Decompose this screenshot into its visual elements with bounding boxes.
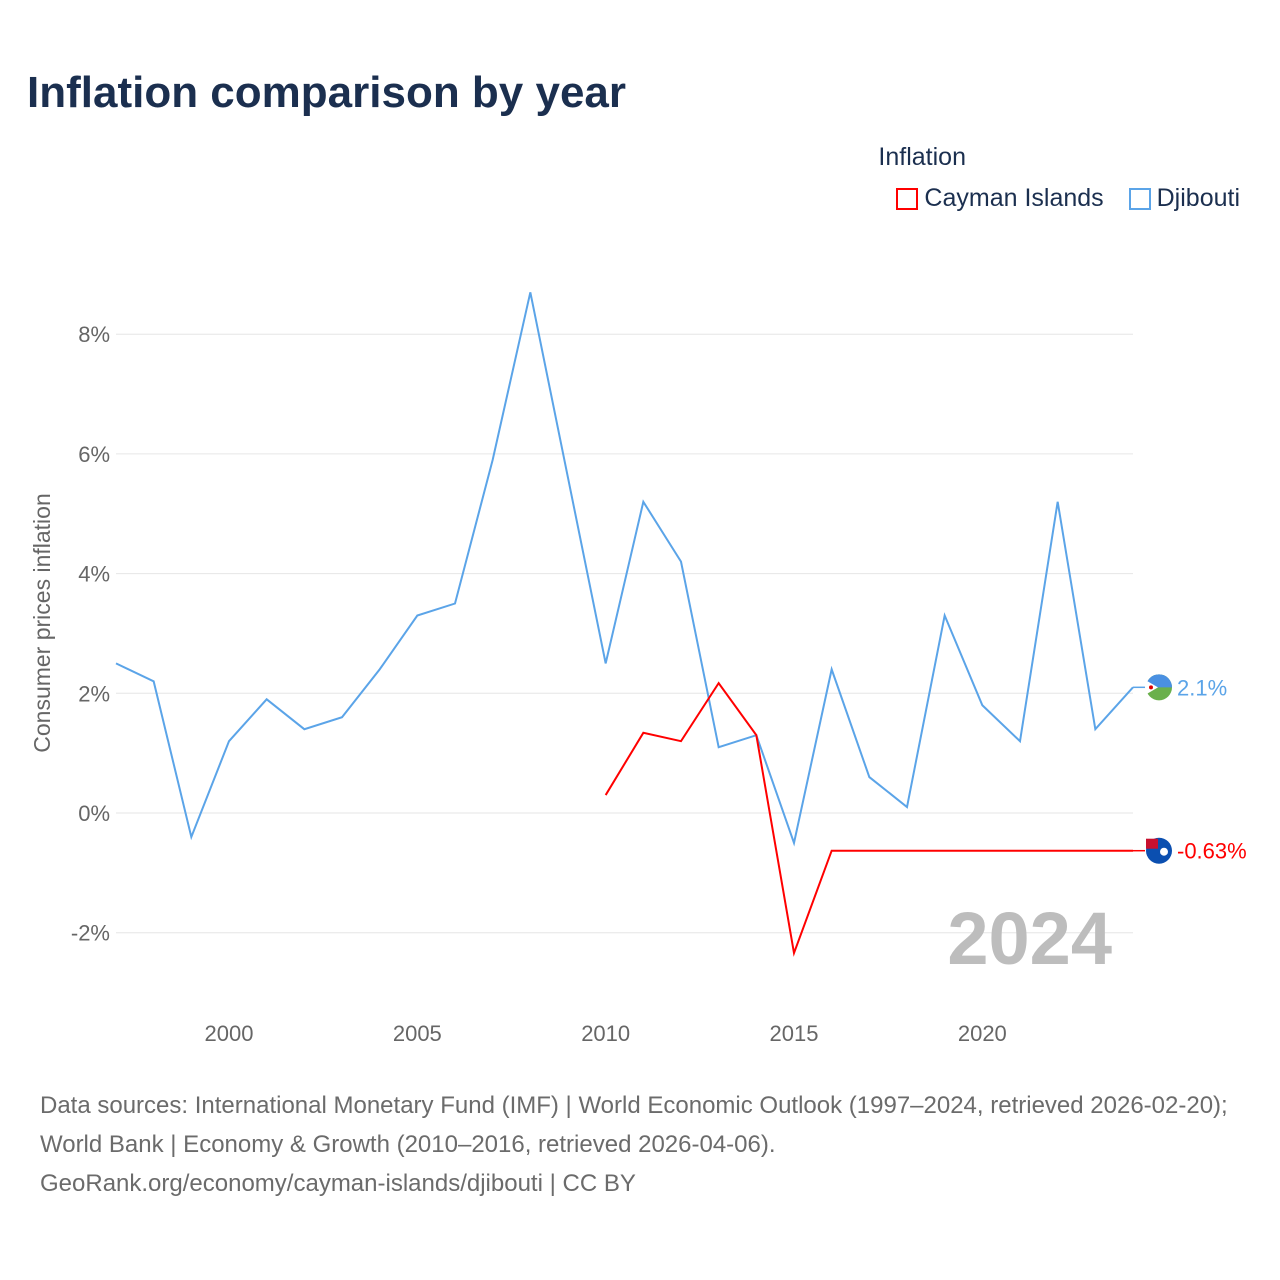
y-tick-label: 8% xyxy=(78,322,110,347)
y-tick-label: 2% xyxy=(78,681,110,706)
legend: Inflation Cayman Islands Djibouti xyxy=(878,143,1240,217)
x-tick-label: 2020 xyxy=(958,1021,1007,1046)
y-tick-label: 6% xyxy=(78,442,110,467)
end-value-label: -0.63% xyxy=(1177,839,1247,864)
legend-item-djibouti[interactable]: Djibouti xyxy=(1128,184,1240,213)
legend-label: Cayman Islands xyxy=(924,184,1104,212)
x-tick-label: 2010 xyxy=(581,1021,630,1046)
y-axis-title: Consumer prices inflation xyxy=(29,493,55,753)
series-line-cayman-islands xyxy=(604,681,1133,957)
source-url[interactable]: GeoRank.org/economy/cayman-islands/djibo… xyxy=(40,1170,636,1197)
flag-part xyxy=(1146,674,1172,688)
legend-item-cayman[interactable]: Cayman Islands xyxy=(896,184,1104,213)
x-tick-label: 2000 xyxy=(205,1021,254,1046)
y-tick-label: 4% xyxy=(78,562,110,587)
source-note: Data sources: International Monetary Fun… xyxy=(40,1086,1250,1203)
x-tick-label: 2005 xyxy=(393,1021,442,1046)
legend-title: Inflation xyxy=(878,143,966,171)
series-line-djibouti xyxy=(115,292,1134,847)
y-tick-label: -2% xyxy=(71,921,110,946)
chart-title: Inflation comparison by year xyxy=(27,68,627,117)
flag-part xyxy=(1146,838,1158,849)
x-tick-label: 2015 xyxy=(770,1021,819,1046)
end-value-label: 2.1% xyxy=(1177,675,1227,700)
source-text: Data sources: International Monetary Fun… xyxy=(40,1092,1228,1158)
year-watermark: 2024 xyxy=(947,897,1112,980)
legend-swatch xyxy=(1128,187,1151,210)
legend-label: Djibouti xyxy=(1156,184,1240,212)
flag-crest xyxy=(1160,847,1168,856)
line-chart: -2% 0% 2% 4% 6% 8% 2000 2005 2010 2015 2020 Consume… xyxy=(29,292,1247,1046)
flag-star xyxy=(1149,685,1153,690)
y-tick-label: 0% xyxy=(78,801,110,826)
legend-swatch xyxy=(896,187,919,210)
